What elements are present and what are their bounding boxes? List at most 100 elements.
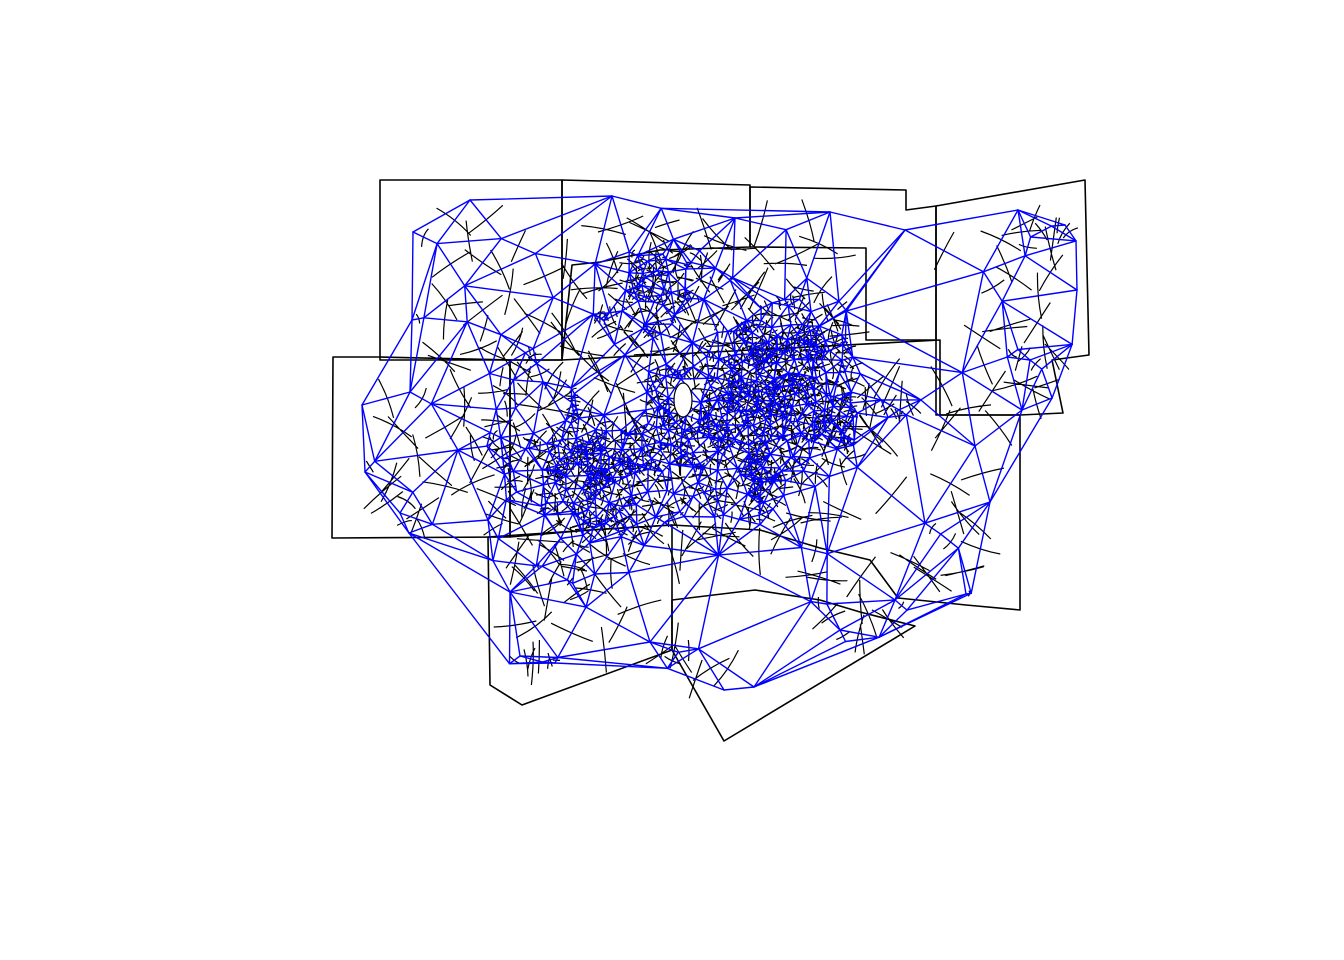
- neighbor-link: [844, 340, 854, 358]
- neighbor-link: [752, 424, 764, 432]
- neighbor-link: [581, 482, 591, 489]
- neighbor-link: [808, 457, 831, 478]
- neighbor-link: [769, 416, 783, 426]
- neighbor-link: [880, 399, 900, 411]
- neighbor-link: [750, 462, 762, 466]
- neighbor-link: [594, 263, 627, 292]
- neighbor-link: [793, 358, 800, 375]
- neighbor-link: [798, 373, 810, 380]
- neighbor-link: [535, 514, 546, 567]
- neighbor-link: [630, 495, 634, 504]
- neighbor-link: [562, 488, 567, 503]
- neighbor-link: [608, 449, 623, 458]
- neighbor-link: [674, 314, 694, 344]
- neighbor-link: [845, 229, 906, 311]
- neighbor-link: [603, 354, 626, 416]
- neighbor-link: [679, 438, 690, 449]
- neighbor-link: [815, 344, 826, 353]
- neighbor-link: [815, 339, 826, 347]
- neighbor-link: [600, 456, 611, 470]
- neighbor-link: [747, 452, 750, 467]
- neighbor-link: [806, 325, 811, 332]
- neighbor-link: [707, 425, 710, 436]
- neighbor-link: [659, 443, 672, 451]
- neighbor-link: [706, 377, 712, 387]
- neighbor-link: [741, 360, 757, 368]
- neighbor-link: [806, 310, 812, 327]
- neighbor-link: [653, 301, 664, 306]
- neighbor-link: [731, 391, 743, 400]
- neighbor-link: [680, 414, 687, 429]
- neighbor-link: [756, 449, 771, 455]
- neighbor-link: [708, 358, 720, 377]
- neighbor-link: [670, 291, 687, 300]
- neighbor-link: [700, 417, 709, 420]
- neighbor-link: [594, 571, 630, 575]
- neighbor-link: [814, 475, 831, 488]
- neighbor-link: [691, 298, 705, 344]
- neighbor-link: [727, 319, 748, 333]
- neighbor-link: [625, 475, 633, 497]
- neighbor-link: [826, 599, 896, 605]
- neighbor-link: [594, 496, 610, 504]
- neighbor-link: [798, 373, 802, 386]
- neighbor-link: [575, 534, 584, 555]
- neighbor-link: [825, 394, 834, 407]
- neighbor-link: [509, 579, 569, 593]
- neighbor-link: [718, 353, 736, 360]
- neighbor-link: [502, 456, 509, 460]
- neighbor-link: [684, 288, 692, 299]
- neighbor-link: [575, 542, 591, 555]
- neighbor-link: [758, 368, 764, 376]
- neighbor-link: [788, 349, 796, 361]
- neighbor-link: [697, 431, 710, 436]
- neighbor-link: [758, 514, 761, 526]
- neighbor-link: [825, 359, 843, 374]
- neighbor-link: [732, 277, 773, 304]
- neighbor-link: [801, 310, 812, 326]
- neighbor-link: [646, 391, 659, 409]
- neighbor-link: [620, 429, 623, 451]
- neighbor-link: [961, 356, 1008, 374]
- neighbor-link: [590, 492, 596, 499]
- neighbor-link: [692, 481, 699, 497]
- neighbor-link: [726, 403, 731, 414]
- neighbor-link: [512, 448, 527, 472]
- neighbor-link: [514, 381, 544, 409]
- neighbor-link: [732, 277, 786, 301]
- neighbor-link: [595, 452, 602, 469]
- neighbor-link: [648, 337, 654, 373]
- neighbor-link: [364, 460, 376, 473]
- neighbor-link: [1050, 225, 1077, 242]
- neighbor-link: [571, 401, 575, 414]
- neighbor-link: [585, 571, 630, 608]
- neighbor-link: [486, 445, 506, 475]
- neighbor-link: [596, 469, 603, 476]
- neighbor-link: [813, 441, 838, 450]
- neighbor-link: [575, 408, 605, 416]
- neighbor-link: [486, 445, 504, 460]
- neighbor-link: [559, 449, 572, 461]
- neighbor-link: [628, 272, 644, 275]
- neighbor-link: [810, 600, 841, 631]
- neighbor-link: [562, 500, 573, 512]
- neighbor-link: [697, 554, 720, 650]
- neighbor-link: [754, 342, 769, 348]
- neighbor-link: [660, 323, 673, 335]
- neighbor-link: [596, 437, 601, 444]
- neighbor-link: [670, 291, 676, 316]
- neighbor-link: [586, 465, 592, 473]
- neighbor-link: [635, 491, 649, 506]
- neighbor-link: [729, 279, 748, 322]
- neighbor-link: [713, 499, 719, 518]
- neighbor-link: [585, 606, 651, 643]
- neighbor-link: [697, 481, 705, 493]
- neighbor-link: [898, 399, 922, 411]
- neighbor-link: [1041, 343, 1073, 370]
- neighbor-link: [641, 433, 647, 446]
- neighbor-link: [603, 409, 647, 416]
- neighbor-link: [755, 366, 764, 370]
- neighbor-link: [1024, 240, 1077, 257]
- neighbor-link: [765, 414, 773, 421]
- neighbor-link: [665, 342, 694, 365]
